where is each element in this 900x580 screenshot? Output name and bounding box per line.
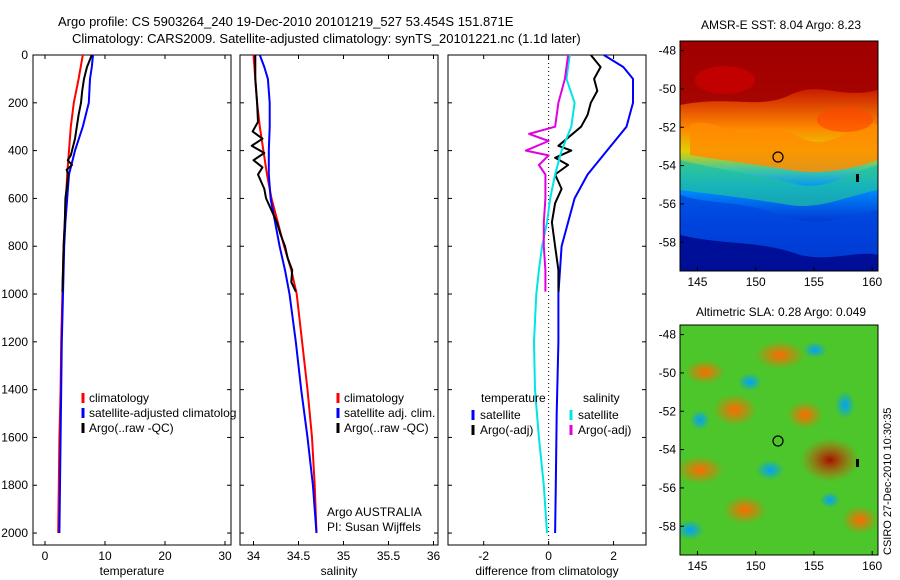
depth-tick-label: 600 bbox=[8, 191, 28, 205]
difference-legend-label: Argo(-adj) bbox=[480, 423, 533, 437]
temperature-legend-label: satellite-adjusted climatolog bbox=[89, 406, 236, 420]
depth-tick-label: 2000 bbox=[1, 526, 28, 540]
difference-legend-salinity-title: salinity bbox=[583, 391, 620, 405]
difference-series-salinity-argo-adj- bbox=[524, 54, 570, 292]
difference-series-temperature-satellite bbox=[554, 54, 634, 534]
temperature-legend-label: climatology bbox=[89, 391, 149, 405]
depth-tick-label: 800 bbox=[8, 239, 28, 253]
difference-xtick-label: 2 bbox=[610, 549, 617, 563]
depth-tick-label: 0 bbox=[21, 48, 28, 62]
temperature-xlabel: temperature bbox=[100, 564, 165, 578]
sst_map-ytick-label: -52 bbox=[659, 120, 677, 134]
sla_map-xtick-label: 150 bbox=[746, 559, 766, 573]
difference-axes-frame bbox=[447, 54, 647, 546]
credit-stamp: CSIRO 27-Dec-2010 10:30:35 bbox=[882, 408, 894, 555]
salinity-series-satellite-adj-clim- bbox=[258, 54, 318, 534]
sst_map-xtick-label: 150 bbox=[746, 275, 766, 289]
salinity-series-argo-raw-qc- bbox=[250, 55, 297, 293]
sla_map-ytick-label: -50 bbox=[659, 366, 677, 380]
difference-xtick-label: 0 bbox=[545, 549, 552, 563]
sst-map-axes: 145 150 155 160 -48 -50 -52 -54 -56 -58 bbox=[659, 44, 883, 289]
sst-map-title: AMSR-E SST: 8.04 Argo: 8.23 bbox=[701, 18, 861, 32]
sla-map-frame bbox=[679, 324, 879, 556]
sst_map-xtick-label: 145 bbox=[687, 275, 707, 289]
salinity-xtick-label: 34 bbox=[247, 549, 261, 563]
temperature-series-argo-raw-qc- bbox=[61, 54, 93, 292]
sla-map-panel: Altimetric SLA: 0.28 Argo: 0.049 145 150 1… bbox=[659, 305, 883, 573]
sst-map-frame bbox=[679, 40, 879, 272]
depth-tick-label: 1800 bbox=[1, 478, 28, 492]
depth-tick-label: 200 bbox=[8, 96, 28, 110]
sla_map-ytick-label: -48 bbox=[659, 328, 677, 342]
sst_map-xtick-label: 155 bbox=[804, 275, 824, 289]
sst_map-ytick-label: -58 bbox=[659, 235, 677, 249]
sla-argo-location-marker bbox=[772, 435, 784, 447]
depth-tick-label: 1400 bbox=[1, 383, 28, 397]
float-info-line2: PI: Susan Wijffels bbox=[327, 520, 421, 534]
salinity-series-climatology bbox=[252, 54, 318, 534]
depth-tick-label: 1000 bbox=[1, 287, 28, 301]
temperature-axes-frame bbox=[32, 54, 232, 546]
temperature-xtick-label: 30 bbox=[218, 549, 232, 563]
salinity-axes-frame bbox=[239, 54, 439, 546]
sla_map-xtick-label: 155 bbox=[804, 559, 824, 573]
sst-map-field bbox=[680, 41, 878, 271]
salinity-xtick-label: 35.5 bbox=[377, 549, 401, 563]
salinity-legend-label: Argo(..raw -QC) bbox=[344, 421, 429, 435]
figure-title-line1: Argo profile: CS 5903264_240 19-Dec-2010… bbox=[58, 14, 514, 29]
figure-title-line2: Climatology: CARS2009. Satellite-adjuste… bbox=[72, 31, 581, 46]
salinity-xtick-label: 36 bbox=[427, 549, 441, 563]
temperature-xtick-label: 10 bbox=[98, 549, 112, 563]
temperature-profile-panel: 0 10 20 30 0 200 400 600 800 1000 1200 1400 1600 1800… bbox=[1, 48, 236, 578]
sst_map-ytick-label: -48 bbox=[659, 44, 677, 58]
salinity-xtick-label: 34.5 bbox=[287, 549, 311, 563]
salinity-xtick-label: 35 bbox=[337, 549, 351, 563]
sla_map-ytick-label: -56 bbox=[659, 481, 677, 495]
temperature-series-climatology bbox=[57, 54, 84, 534]
difference-legend-label: Argo(-adj) bbox=[578, 423, 631, 437]
sst-map-panel: AMSR-E SST: 8.04 Argo: 8.23 145 150 155 160… bbox=[659, 18, 883, 289]
sst_map-ytick-label: -54 bbox=[659, 159, 677, 173]
sla_map-xtick-label: 145 bbox=[687, 559, 707, 573]
difference-legend-label: satellite bbox=[578, 408, 619, 422]
sla-map-axes: 145 150 155 160 -48 -50 -52 -54 -56 -58 bbox=[659, 328, 883, 573]
depth-tick-label: 1200 bbox=[1, 335, 28, 349]
float-info-line1: Argo AUSTRALIA bbox=[327, 505, 422, 519]
sst_map-ytick-label: -56 bbox=[659, 197, 677, 211]
sla-map-title: Altimetric SLA: 0.28 Argo: 0.049 bbox=[696, 305, 866, 319]
sla_map-ytick-label: -58 bbox=[659, 519, 677, 533]
sst_map-ytick-label: -50 bbox=[659, 82, 677, 96]
difference-xtick-label: -2 bbox=[478, 549, 489, 563]
salinity-legend-label: climatology bbox=[344, 391, 404, 405]
depth-tick-label: 1600 bbox=[1, 430, 28, 444]
temperature-xtick-label: 20 bbox=[158, 549, 172, 563]
temperature-xtick-label: 0 bbox=[42, 549, 49, 563]
sla_map-xtick-label: 160 bbox=[862, 559, 882, 573]
sla_map-ytick-label: -54 bbox=[659, 443, 677, 457]
sst_map-xtick-label: 160 bbox=[862, 275, 882, 289]
salinity-profile-panel: 34 34.5 35 35.5 36 salinity climatologysatelli… bbox=[239, 54, 441, 578]
depth-tick-label: 400 bbox=[8, 144, 28, 158]
temperature-series-satellite-adjusted-climatolog bbox=[58, 54, 94, 534]
difference-xlabel: difference from climatology bbox=[475, 564, 618, 578]
sla-map-field bbox=[680, 325, 878, 555]
difference-legend-temperature-title: temperature bbox=[481, 391, 546, 405]
sla_map-ytick-label: -52 bbox=[659, 404, 677, 418]
difference-legend-label: satellite bbox=[480, 408, 521, 422]
sst-argo-location-marker bbox=[772, 151, 784, 163]
salinity-xlabel: salinity bbox=[321, 564, 358, 578]
difference-series-temperature-argo-adj- bbox=[550, 54, 602, 292]
salinity-legend-label: satellite adj. clim. bbox=[344, 406, 435, 420]
temperature-legend-label: Argo(..raw -QC) bbox=[89, 421, 174, 435]
